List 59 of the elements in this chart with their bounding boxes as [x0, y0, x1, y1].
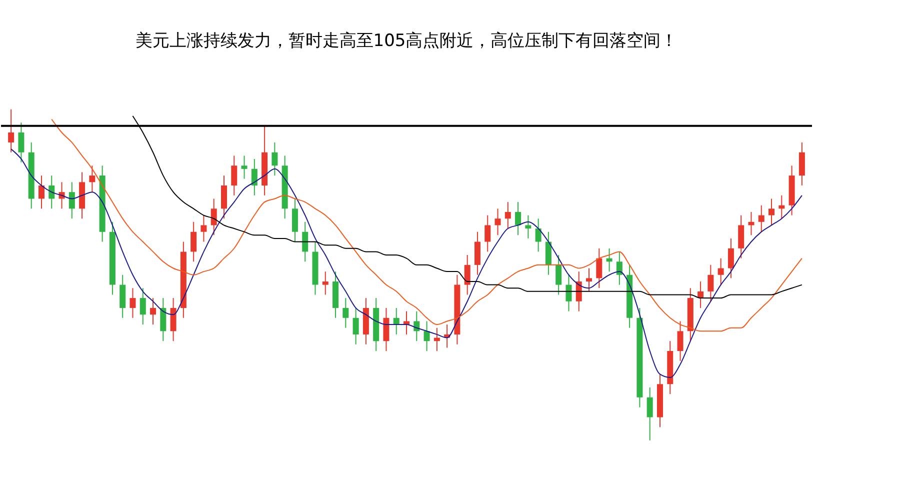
candlestick [414, 310, 420, 342]
candlestick [566, 274, 572, 312]
candlestick [748, 211, 754, 236]
candlestick [474, 231, 480, 276]
candlestick [220, 175, 227, 220]
candlestick [130, 288, 136, 318]
candlestick [525, 214, 532, 239]
candlestick [160, 298, 166, 342]
candlestick [576, 271, 582, 312]
candlestick [231, 155, 238, 196]
candlestick [292, 198, 298, 242]
candlestick [798, 142, 805, 186]
candlestick [504, 202, 511, 230]
candlestick [596, 248, 602, 289]
candlestick [545, 231, 552, 276]
candlestick [251, 158, 258, 196]
candlestick [424, 320, 430, 352]
candlestick [18, 122, 24, 163]
candlestick [708, 264, 714, 302]
candlestick [8, 108, 14, 153]
candlestick [272, 142, 278, 176]
candlestick [190, 221, 197, 262]
candlestick [556, 254, 562, 296]
candlestick [48, 175, 55, 210]
candlestick [677, 320, 684, 362]
candlestick [38, 175, 44, 210]
candlestick [728, 238, 734, 279]
candlestick [383, 307, 390, 352]
candlestick [758, 204, 764, 232]
candlestick [352, 307, 359, 345]
candlestick [150, 298, 156, 326]
candlestick [68, 182, 75, 220]
candlestick [738, 214, 744, 259]
candlestick [302, 221, 308, 262]
candlestick [586, 268, 592, 292]
candlestick [494, 208, 501, 236]
candlestick [342, 298, 349, 328]
candlestick [616, 251, 622, 286]
candlestick [322, 271, 328, 296]
candlestick [515, 202, 522, 236]
candlestick [89, 165, 96, 193]
candlestick [241, 155, 248, 180]
candlestick [535, 218, 542, 252]
candlestick [404, 310, 410, 335]
candlestick [768, 198, 775, 226]
candlestick [434, 327, 440, 352]
chart-title: 美元上涨持续发力，暂时走高至105高点附近，高位压制下有回落空间！ [135, 31, 678, 51]
candlestick [210, 198, 217, 236]
candlestick [140, 288, 146, 326]
candlestick [778, 194, 785, 220]
candlestick [170, 298, 176, 342]
candlestick [606, 248, 612, 272]
candlestick [646, 386, 653, 441]
candlestick [464, 254, 470, 296]
candlestick [200, 214, 207, 242]
candlestick [120, 274, 126, 318]
candlestick [393, 307, 400, 335]
candlestick [718, 258, 724, 286]
candlestick [484, 214, 491, 252]
